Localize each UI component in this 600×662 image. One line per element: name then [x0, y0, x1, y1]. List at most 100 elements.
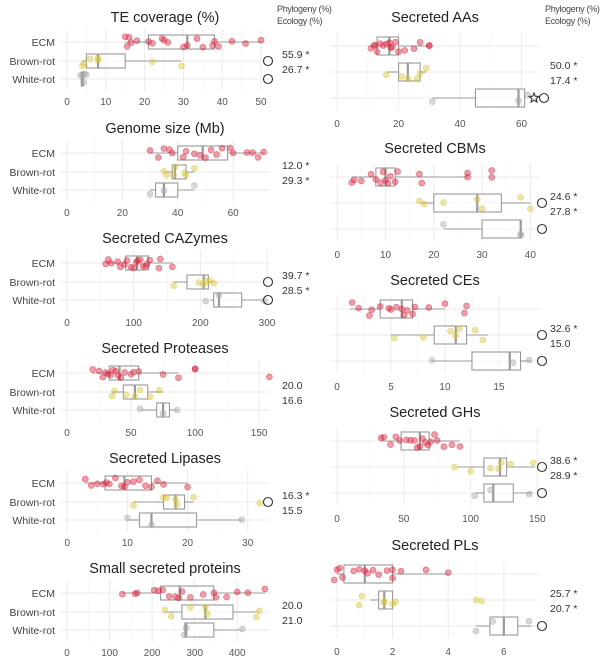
data-point — [127, 370, 135, 378]
data-point — [507, 460, 514, 468]
data-point — [179, 153, 187, 161]
data-point — [256, 499, 264, 507]
data-point — [124, 514, 131, 522]
panel-title: Secreted CEs — [390, 273, 479, 289]
data-point — [366, 312, 373, 319]
data-point — [242, 40, 249, 47]
header-ecology-left: Ecology (%) — [277, 16, 323, 26]
y-label-ecm: ECM — [32, 588, 55, 600]
data-point — [229, 149, 237, 157]
data-point — [253, 613, 260, 621]
circle-icon — [536, 487, 548, 499]
data-point — [525, 356, 533, 364]
x-tick-label: 0 — [334, 647, 340, 658]
data-point — [375, 571, 382, 578]
data-point — [517, 230, 524, 238]
data-point — [123, 43, 131, 50]
data-point — [207, 146, 215, 154]
box-brown-rot — [433, 193, 502, 213]
y-label-ecm: ECM — [32, 258, 55, 270]
x-tick-label: 6 — [501, 647, 507, 658]
data-point — [184, 42, 191, 49]
data-point — [155, 264, 163, 272]
data-point — [339, 574, 346, 581]
panel-small-secreted-proteins: Small secreted proteins 0 100 200 300 400 ECM B… — [9, 561, 302, 659]
data-point — [121, 369, 128, 376]
x-tick-label: 10 — [100, 97, 112, 108]
x-tick-label: 0 — [64, 428, 70, 439]
ecology-stat: 26.7 * — [282, 64, 309, 76]
ecology-stat: 21.0 — [282, 615, 303, 627]
data-point — [426, 42, 433, 49]
data-point — [210, 279, 217, 287]
panel-secreted-proteases: Secreted Proteases 0 50 100 150 ECM Brown-rot W… — [9, 341, 302, 439]
x-tick-label: 10 — [122, 538, 134, 549]
x-tick-label: 50 — [256, 97, 268, 108]
circle-icon — [536, 223, 548, 235]
data-point — [107, 259, 115, 267]
data-point — [478, 205, 486, 212]
phylogeny-stat: 50.0 * — [550, 60, 577, 72]
y-label-white-rot: White-rot — [12, 515, 55, 527]
y-label-brown-rot: Brown-rot — [9, 167, 55, 179]
data-point — [479, 336, 487, 344]
box-brown-rot — [433, 325, 468, 345]
data-point — [389, 566, 396, 574]
phylogeny-stat: 20.0 — [282, 600, 303, 612]
header-phylogeny-left: Phylogeny (%) — [277, 4, 332, 14]
data-point — [420, 334, 427, 341]
data-point — [389, 574, 396, 582]
y-label-ecm: ECM — [32, 368, 55, 380]
star-icon — [527, 91, 541, 104]
data-point — [395, 48, 402, 55]
data-point — [136, 386, 144, 394]
data-point — [171, 163, 179, 171]
phylogeny-stat: 39.7 * — [282, 270, 309, 282]
ecology-stat: 15.0 — [550, 338, 571, 350]
data-point — [464, 173, 471, 181]
data-point — [348, 299, 356, 306]
data-point — [178, 62, 185, 70]
x-tick-label: 0 — [334, 250, 340, 261]
box-white-rot — [138, 512, 198, 528]
data-point — [172, 496, 179, 503]
data-point — [154, 477, 161, 485]
data-point — [401, 47, 409, 54]
data-point — [472, 627, 480, 635]
data-point — [373, 48, 381, 55]
data-point — [223, 593, 230, 601]
data-point — [526, 490, 533, 498]
header-phylogeny-right: Phylogeny (%) — [545, 4, 600, 14]
phylogeny-stat: 32.6 * — [550, 323, 577, 335]
x-tick-label: 5 — [388, 382, 394, 393]
ecology-stat: 15.5 — [282, 505, 303, 517]
data-point — [204, 610, 211, 618]
data-point — [387, 306, 395, 313]
circle-icon — [262, 73, 274, 85]
data-point — [238, 516, 246, 523]
data-point — [384, 180, 392, 187]
y-label-white-rot: White-rot — [12, 405, 55, 417]
data-point — [350, 567, 357, 575]
data-point — [83, 71, 90, 78]
data-point — [390, 334, 398, 342]
data-point — [411, 303, 419, 311]
x-tick-label: 40 — [217, 97, 229, 108]
x-tick-label: 40 — [525, 250, 537, 261]
data-point — [182, 624, 190, 632]
data-point — [173, 501, 181, 508]
y-label-ecm: ECM — [32, 37, 55, 49]
data-point — [130, 264, 137, 272]
phylogeny-stat: 12.0 * — [282, 160, 309, 172]
data-point — [142, 482, 149, 489]
data-point — [467, 468, 474, 475]
phylogeny-stat: 20.0 — [282, 380, 303, 392]
x-tick-label: 60 — [228, 208, 240, 219]
data-point — [244, 589, 252, 597]
x-tick-label: 200 — [144, 648, 161, 659]
data-point — [440, 199, 447, 206]
x-tick-label: 10 — [439, 382, 451, 393]
x-tick-label: 4 — [445, 647, 451, 658]
circle-icon — [538, 92, 550, 104]
data-point — [431, 431, 438, 438]
